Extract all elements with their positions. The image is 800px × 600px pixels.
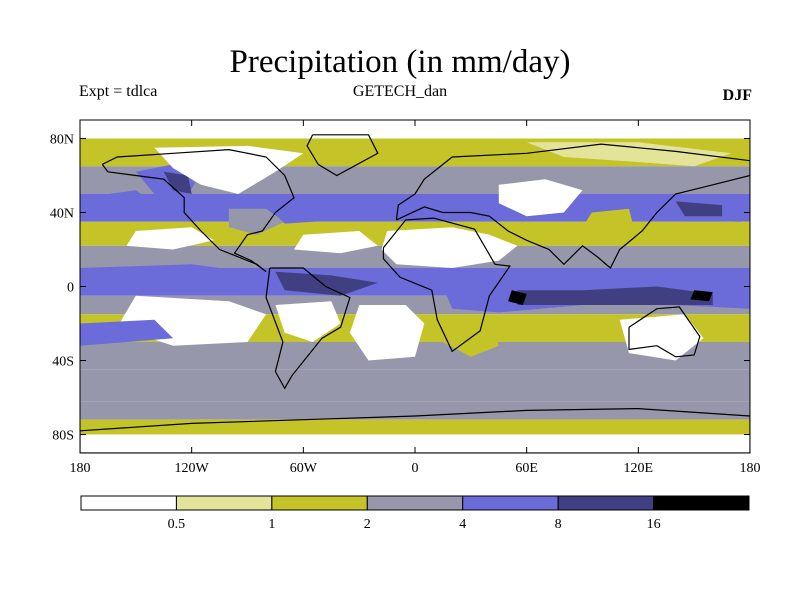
colorbar-label-5: 16: [647, 517, 661, 532]
x-tick-label-6: 180: [740, 461, 761, 476]
colorbar-swatch-1: [175, 495, 273, 511]
x-tick-label-4: 60E: [515, 461, 538, 476]
y-tick-label-1: 40N: [50, 207, 74, 222]
coastline-5: [628, 306, 701, 358]
precip-region-10: [526, 142, 732, 167]
experiment-label: Expt = tdlca: [79, 83, 158, 100]
coastlines: [80, 134, 750, 453]
precip-region-12: [675, 201, 723, 217]
precip-region-8: [381, 227, 518, 268]
precip-region-26: [80, 375, 750, 394]
coastline-3: [382, 217, 511, 353]
precip-region-18: [508, 290, 527, 305]
x-tick-label-3: 0: [412, 461, 419, 476]
precip-band-3: [80, 194, 750, 222]
colorbar-label-0: 0.5: [168, 517, 186, 532]
coastline-2: [265, 267, 351, 390]
colorbar-label-3: 4: [459, 517, 466, 532]
precip-region-5: [266, 194, 397, 224]
dataset-subtitle: GETECH_dan: [352, 83, 448, 100]
coastline-6: [80, 407, 750, 453]
y-tick-label-2: 0: [67, 281, 74, 296]
precip-region-21: [349, 305, 425, 361]
precip-region-9: [498, 179, 583, 217]
colorbar-swatch-4: [462, 495, 559, 511]
coastline-0: [101, 148, 295, 273]
colorbar-swatch-5: [557, 495, 655, 511]
colorbar-swatch-2: [271, 495, 368, 511]
x-tick-label-0: 180: [70, 461, 91, 476]
y-tick-label-4: 80S: [52, 429, 74, 444]
precip-region-14: [80, 264, 248, 291]
precip-region-24: [619, 314, 704, 361]
colorbar-label-1: 1: [268, 517, 275, 532]
precip-region-19: [690, 290, 713, 302]
precip-band-0: [80, 120, 750, 139]
precip-region-6: [126, 227, 214, 250]
chart-title: Precipitation (in mm/day): [229, 44, 571, 80]
precip-region-4: [228, 208, 285, 235]
x-tick-label-1: 120W: [175, 461, 210, 476]
map-axes: 180 120W 60W 0 60E 120E 180 80N 40N 0 40S 80S: [50, 120, 761, 476]
precip-region-17: [517, 286, 713, 305]
coastline-4: [395, 143, 750, 269]
x-tick-label-5: 120E: [624, 461, 654, 476]
precip-region-27: [80, 423, 750, 435]
precip-region-7: [294, 231, 378, 254]
precip-region-15: [275, 271, 378, 296]
precip-region-0: [80, 190, 155, 217]
precip-region-3: [154, 145, 304, 194]
coastline-1: [306, 134, 379, 177]
precip-region-25: [80, 319, 174, 346]
precipitation-field: [80, 120, 750, 453]
colorbar-swatch-6: [653, 495, 750, 511]
colorbar: 0.5 1 2 4 8 16: [80, 495, 750, 532]
colorbar-swatch-3: [366, 495, 464, 511]
season-label: DJF: [722, 87, 752, 104]
precip-region-13: [582, 208, 635, 239]
precip-band-13: [80, 434, 750, 453]
precip-region-22: [275, 301, 341, 342]
precip-band-11: [80, 401, 750, 420]
colorbar-label-2: 2: [364, 517, 371, 532]
colorbar-swatch-0: [80, 495, 177, 511]
y-tick-label-0: 80N: [50, 133, 74, 148]
x-tick-label-2: 60W: [290, 461, 318, 476]
y-tick-label-3: 40S: [52, 355, 74, 370]
precip-region-2: [163, 171, 192, 194]
colorbar-label-4: 8: [555, 517, 562, 532]
